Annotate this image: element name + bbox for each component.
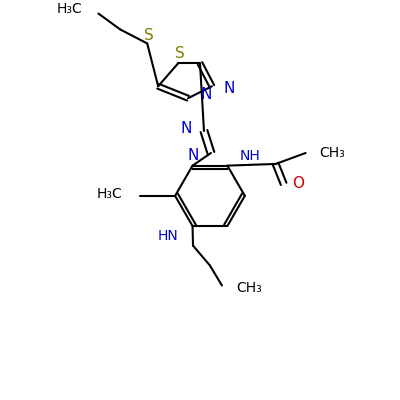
Text: S: S [175, 46, 185, 61]
Text: H₃C: H₃C [57, 2, 82, 16]
Text: HN: HN [158, 229, 178, 243]
Text: N: N [224, 81, 235, 96]
Text: CH₃: CH₃ [320, 146, 345, 160]
Text: N: N [200, 87, 211, 102]
Text: CH₃: CH₃ [236, 282, 262, 296]
Text: O: O [292, 176, 304, 191]
Text: S: S [144, 28, 154, 43]
Text: N: N [188, 148, 199, 164]
Text: H₃C: H₃C [96, 187, 122, 201]
Text: NH: NH [239, 149, 260, 163]
Text: N: N [181, 120, 192, 136]
